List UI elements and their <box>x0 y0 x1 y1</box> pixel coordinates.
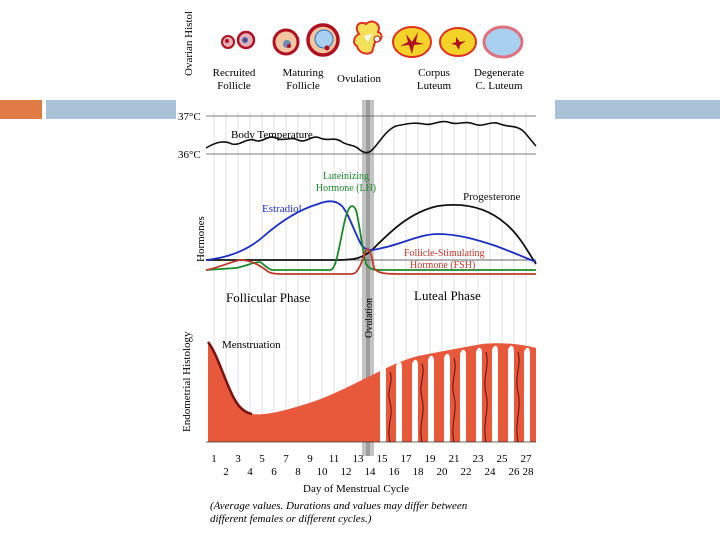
phase-labels: Follicular Phase Luteal Phase Ovulation <box>226 288 481 338</box>
svg-text:7: 7 <box>283 453 289 465</box>
svg-text:17: 17 <box>401 453 413 465</box>
svg-text:Estradiol: Estradiol <box>262 203 302 215</box>
svg-text:18: 18 <box>413 466 425 478</box>
svg-text:19: 19 <box>425 453 437 465</box>
svg-text:Menstruation: Menstruation <box>222 339 281 351</box>
accent-bar-blue-left <box>46 100 176 119</box>
spiral-arteries <box>388 351 520 443</box>
svg-text:11: 11 <box>329 453 340 465</box>
svg-text:(Average values. Durations and: (Average values. Durations and values ma… <box>210 500 468 512</box>
svg-text:9: 9 <box>307 453 313 465</box>
ovarian-histology-label: Ovarian Histology <box>183 12 195 76</box>
menstrual-cycle-diagram: Ovarian Histology <box>176 12 546 532</box>
svg-text:Hormone (LH): Hormone (LH) <box>316 183 376 194</box>
svg-text:Follicle: Follicle <box>286 80 320 92</box>
svg-text:Ovulation: Ovulation <box>364 298 375 338</box>
svg-text:8: 8 <box>295 466 301 478</box>
svg-text:Hormones: Hormones <box>195 216 207 262</box>
accent-bar-orange <box>0 100 42 119</box>
svg-text:4: 4 <box>247 466 253 478</box>
svg-text:16: 16 <box>389 466 401 478</box>
svg-text:3: 3 <box>235 453 241 465</box>
lh-curve <box>205 205 536 271</box>
svg-text:Follicle-Stimulating: Follicle-Stimulating <box>404 248 485 259</box>
svg-text:23: 23 <box>473 453 485 465</box>
recruited-follicle-icon <box>221 30 256 50</box>
svg-text:20: 20 <box>437 466 449 478</box>
svg-text:15: 15 <box>377 453 389 465</box>
footnote: (Average values. Durations and values ma… <box>210 500 468 525</box>
follicle-stages <box>221 20 524 59</box>
svg-text:Maturing: Maturing <box>283 67 324 79</box>
svg-text:10: 10 <box>317 466 329 478</box>
svg-text:5: 5 <box>259 453 265 465</box>
day-axis: 1 3 5 7 9 11 13 15 17 19 21 23 25 27 2 4… <box>206 441 536 495</box>
ovulation-icon <box>353 20 383 55</box>
svg-text:Follicular Phase: Follicular Phase <box>226 290 310 305</box>
svg-text:Corpus: Corpus <box>418 67 450 79</box>
svg-text:Recruited: Recruited <box>213 67 256 79</box>
svg-text:Endometrial Histology: Endometrial Histology <box>181 331 193 432</box>
svg-text:Day of Menstrual Cycle: Day of Menstrual Cycle <box>303 483 409 495</box>
svg-text:26: 26 <box>509 466 521 478</box>
svg-text:14: 14 <box>365 466 377 478</box>
svg-text:27: 27 <box>521 453 533 465</box>
svg-text:12: 12 <box>341 466 352 478</box>
svg-text:Luteum: Luteum <box>417 80 452 92</box>
svg-text:22: 22 <box>461 466 472 478</box>
endometrial-glands <box>380 345 530 442</box>
fsh-curve <box>205 248 536 275</box>
maturing-follicle-icon <box>272 23 340 57</box>
svg-text:21: 21 <box>449 453 460 465</box>
svg-text:6: 6 <box>271 466 277 478</box>
temperature-panel: 37°C 36°C Body Temperature <box>178 111 537 161</box>
svg-text:2: 2 <box>223 466 229 478</box>
hormones-panel: Hormones Luteinizing Hormone (LH) Estrad… <box>195 171 537 275</box>
svg-text:Progesterone: Progesterone <box>463 191 521 203</box>
corpus-luteum-icon <box>392 26 477 58</box>
svg-text:37°C: 37°C <box>178 111 201 123</box>
svg-text:Follicle: Follicle <box>217 80 251 92</box>
svg-text:different females or different: different females or different cycles.) <box>210 513 372 525</box>
svg-text:Ovulation: Ovulation <box>337 73 381 85</box>
body-temperature-curve <box>205 120 537 154</box>
svg-text:Hormone (FSH): Hormone (FSH) <box>410 260 475 271</box>
svg-text:C. Luteum: C. Luteum <box>475 80 522 92</box>
svg-text:Body Temperature: Body Temperature <box>231 129 313 141</box>
stage-labels: Recruited Follicle Maturing Follicle Ovu… <box>213 67 525 92</box>
degenerate-corpus-luteum-icon <box>482 25 524 59</box>
svg-text:28: 28 <box>523 466 535 478</box>
svg-text:Luteal Phase: Luteal Phase <box>414 288 481 303</box>
svg-text:Luteinizing: Luteinizing <box>323 171 369 182</box>
svg-text:24: 24 <box>485 466 497 478</box>
svg-text:25: 25 <box>497 453 509 465</box>
svg-text:36°C: 36°C <box>178 149 201 161</box>
svg-text:1: 1 <box>211 453 217 465</box>
svg-text:13: 13 <box>353 453 365 465</box>
endometrium-panel: Endometrial Histology Menstruation <box>181 331 536 443</box>
accent-bar-blue-right <box>555 100 720 119</box>
svg-text:Degenerate: Degenerate <box>474 67 524 79</box>
